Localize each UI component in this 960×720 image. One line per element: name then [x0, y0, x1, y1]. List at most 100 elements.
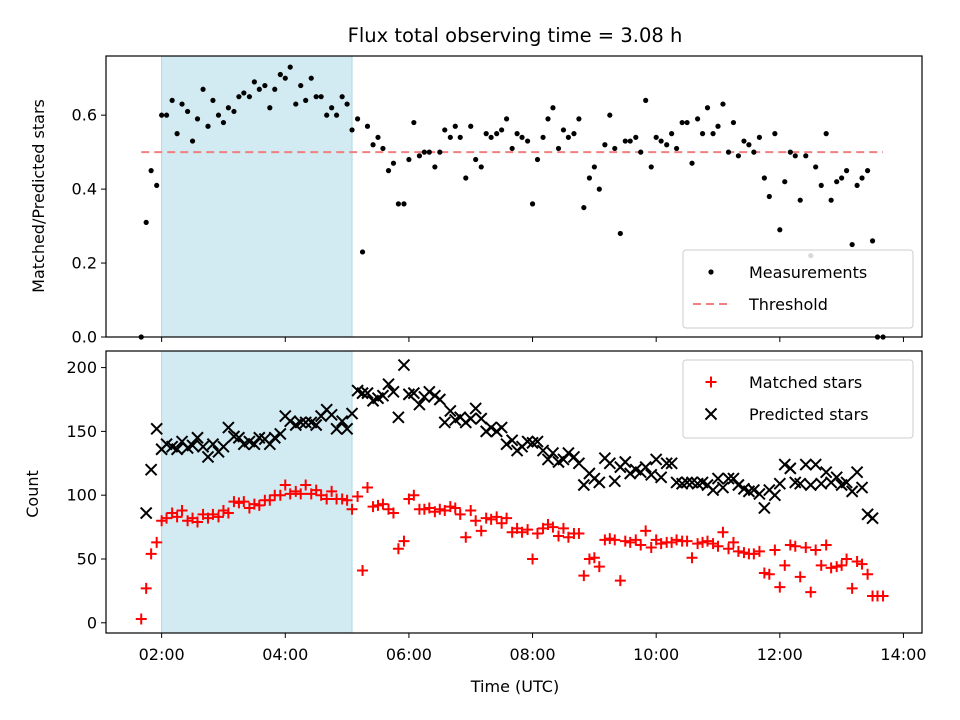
series-1-point [222, 421, 235, 434]
series-0-point [318, 94, 324, 100]
series-1-point [732, 478, 745, 492]
y-tick-label: 0 [87, 613, 97, 632]
series-0-point [176, 505, 188, 517]
series-0-point [529, 201, 536, 207]
series-0-point [849, 241, 855, 248]
series-0-point [494, 131, 500, 137]
series-0-point [748, 548, 760, 560]
series-0-point [231, 108, 237, 115]
series-0-point [159, 112, 165, 118]
series-0-point [547, 521, 559, 533]
series-0-point [851, 556, 863, 568]
series-0-point [284, 488, 296, 500]
series-1-point [139, 506, 153, 520]
series-0-point [465, 505, 477, 517]
series-0-point [217, 505, 229, 517]
series-0-point [571, 131, 577, 137]
series-0-point [622, 138, 628, 144]
series-0-point [253, 499, 265, 511]
series-1-point [268, 431, 281, 444]
series-0-point [434, 503, 446, 515]
series-0-point [213, 511, 225, 523]
series-1-point [356, 386, 369, 400]
top-panel: 0.0 0.2 0.4 0.6 Measurements Threshold [72, 55, 923, 347]
series-0-point [357, 564, 369, 576]
series-0-point [679, 119, 685, 126]
series-0-point [581, 204, 587, 211]
series-0-point [501, 512, 513, 524]
series-0-point [163, 112, 170, 118]
series-0-point [560, 127, 567, 133]
series-0-point [820, 539, 832, 551]
series-0-point [341, 494, 353, 506]
series-1-point [299, 416, 312, 429]
series-0-point [303, 97, 309, 103]
series-0-point [666, 536, 678, 548]
series-1-point [376, 389, 390, 402]
series-0-point [468, 123, 474, 129]
series-0-point [738, 547, 750, 559]
series-0-point [617, 230, 623, 237]
series-0-point [648, 164, 654, 170]
series-0-point [614, 575, 626, 587]
series-0-point [279, 479, 291, 491]
legend: Matched stars Predicted stars [682, 359, 914, 439]
series-0-point [593, 561, 605, 573]
series-0-point [148, 168, 154, 174]
series-0-point [246, 94, 253, 100]
series-0-point [442, 127, 448, 133]
bottom-ylabel: Count [23, 470, 42, 518]
series-1-point [645, 468, 658, 481]
series-0-point [392, 543, 404, 555]
series-1-point [624, 467, 637, 480]
series-0-point [200, 86, 206, 92]
series-0-point [174, 131, 180, 137]
legend-label: Matched stars [749, 373, 862, 392]
series-1-point [680, 476, 694, 489]
series-1-point [619, 455, 632, 469]
series-0-point [828, 197, 834, 203]
series-0-point [692, 538, 704, 550]
series-1-point [830, 471, 843, 484]
series-1-point [840, 476, 853, 489]
series-0-point [210, 97, 216, 103]
series-0-point [372, 499, 384, 511]
series-1-point [150, 422, 163, 436]
series-0-point [321, 493, 333, 505]
series-0-point [361, 482, 373, 494]
series-0-point [763, 568, 775, 580]
series-0-point [834, 179, 840, 185]
observing-span-shade [161, 55, 353, 338]
series-0-point [264, 494, 276, 506]
series-0-point [370, 142, 376, 148]
series-0-point [295, 488, 307, 500]
series-1-point [407, 386, 421, 400]
series-0-point [707, 538, 719, 550]
series-0-point [308, 75, 314, 81]
series-0-point [774, 581, 786, 593]
series-0-point [516, 526, 528, 538]
series-1-point [201, 450, 215, 464]
series-0-point [789, 540, 801, 552]
series-1-point [500, 437, 513, 451]
series-1-point [361, 386, 374, 400]
series-0-point [753, 545, 765, 557]
series-1-point [433, 393, 447, 406]
series-0-point [758, 567, 770, 579]
series-1-point [815, 477, 828, 490]
series-0-point [375, 134, 381, 140]
series-1-point [309, 418, 323, 432]
series-0-point [364, 123, 371, 129]
series-0-point [367, 501, 379, 513]
series-0-point [586, 175, 593, 181]
axes-frame [105, 350, 923, 634]
series-0-point [810, 544, 822, 556]
series-0-point [578, 570, 590, 582]
series-0-point [777, 227, 783, 233]
series-0-point [220, 119, 227, 126]
series-0-point [222, 507, 234, 519]
series-1-point [413, 398, 426, 411]
series-0-point [701, 535, 713, 547]
series-0-point [377, 498, 389, 510]
